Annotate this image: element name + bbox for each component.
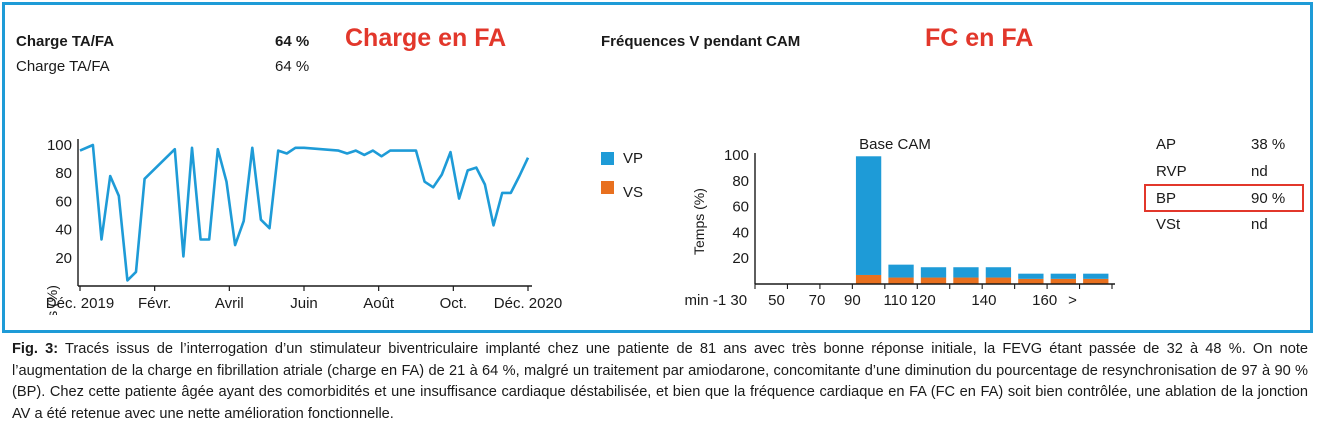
bar-chart-x-tick-label: min -1 30 (685, 292, 747, 309)
bar-chart-x-tick-label: > (1068, 292, 1077, 309)
bar-vs (1083, 278, 1109, 284)
bar-chart-bars (855, 156, 1109, 284)
bar-chart-y-ticks: 20 40 60 80 100 (724, 147, 749, 267)
figure-caption: Fig. 3: Tracés issus de l’interrogation … (12, 339, 1308, 425)
line-chart-x-tick-label: Févr. (138, 295, 171, 312)
line-chart-y-tick-label: 100 (47, 137, 72, 154)
bar-chart-x-tick-label: 50 (768, 292, 785, 309)
bar-chart-y-tick-label: 60 (732, 199, 749, 216)
caption-label: Fig. 3: (12, 341, 59, 357)
stat-vst-label: VSt (1156, 216, 1181, 233)
line-chart-y-tick-label: 40 (55, 222, 72, 239)
charge-value: 64 % (275, 58, 310, 75)
bar-vs (1018, 278, 1044, 284)
line-chart-x-tick-label: Oct. (440, 295, 468, 312)
stat-ap-label: AP (1156, 136, 1177, 153)
bar-chart-x-tick-label: 90 (844, 292, 861, 309)
stat-rvp-label: RVP (1156, 163, 1187, 180)
line-chart-y-label: Temps (%) (44, 285, 60, 315)
bar-chart-y-tick-label: 40 (732, 224, 749, 241)
line-chart-x-tick-label: Août (363, 295, 395, 312)
bar-vp (888, 264, 914, 278)
line-chart-y-ticks: 20 40 60 80 100 (47, 137, 72, 267)
line-chart-y-tick-label: 20 (55, 250, 72, 267)
bar-chart-x-tick-label: 110 (883, 292, 907, 309)
bar-vp (920, 267, 947, 278)
stat-ap-value: 38 % (1251, 136, 1286, 153)
bar-chart-x-ticks: min -1 30 50 70 90 110 120 140 160 > (685, 284, 1113, 309)
legend-vs-swatch (601, 181, 614, 194)
charge-label: Charge TA/FA (16, 58, 110, 75)
bar-vp (1083, 273, 1109, 279)
frequences-label: Fréquences V pendant CAM (601, 33, 801, 50)
title-fc-en-fa: FC en FA (925, 24, 1034, 52)
bar-chart-x-tick-label: 140 (971, 292, 996, 309)
legend-vp-swatch (601, 152, 614, 165)
bp-highlight-box (1144, 184, 1304, 212)
line-chart-axes (77, 139, 532, 287)
line-chart-x-tick-label: Déc. 2020 (494, 295, 562, 312)
line-chart-x-tick-label: Juin (290, 295, 318, 312)
charge-label-bold: Charge TA/FA (16, 33, 115, 50)
bar-vs (920, 277, 947, 284)
line-chart-x-tick-label: Avril (215, 295, 244, 312)
line-chart-y-tick-label: 60 (55, 193, 72, 210)
stat-vst-value: nd (1251, 216, 1268, 233)
bar-vp (1018, 273, 1044, 279)
charge-value-bold: 64 % (275, 33, 310, 50)
caption-text: Tracés issus de l’interrogation d’un sti… (12, 341, 1308, 422)
title-charge-en-fa: Charge en FA (345, 24, 507, 52)
bar-vs (888, 277, 914, 284)
bar-vp (985, 267, 1012, 278)
stat-bp-value: 90 % (1251, 190, 1286, 207)
legend-vs-label: VS (623, 184, 644, 201)
line-chart: 20 40 60 80 100 Déc. 2019 Févr. Avril Juin Août O… (44, 137, 562, 315)
bar-chart-y-tick-label: 100 (724, 147, 749, 164)
line-chart-x-ticks: Déc. 2019 Févr. Avril Juin Août Oct. Déc. 2020 (46, 286, 562, 312)
charge-series-line (79, 143, 530, 282)
bar-chart-axes (754, 153, 1115, 285)
bar-vp (1050, 273, 1076, 279)
bar-vp (953, 267, 979, 278)
stat-rvp-value: nd (1251, 163, 1268, 180)
line-chart-x-tick-label: Déc. 2019 (46, 295, 114, 312)
bar-chart-y-tick-label: 80 (732, 173, 749, 190)
bar-chart-y-tick-label: 20 (732, 250, 749, 267)
bar-vs (953, 277, 979, 284)
legend-vp-label: VP (623, 150, 644, 167)
bar-vs (985, 277, 1012, 284)
bar-chart-x-tick-label: 160 (1032, 292, 1057, 309)
bar-vp (855, 156, 882, 275)
bar-chart-x-tick-label: 70 (809, 292, 826, 309)
bar-vs (855, 274, 882, 284)
bar-chart-x-tick-label: 120 (911, 292, 936, 309)
stat-bp-label: BP (1156, 190, 1177, 207)
line-chart-y-tick-label: 80 (55, 165, 72, 182)
bar-chart-y-label: Temps (%) (691, 188, 707, 255)
bar-vs (1050, 278, 1076, 284)
bar-chart-title: Base CAM (859, 136, 931, 153)
